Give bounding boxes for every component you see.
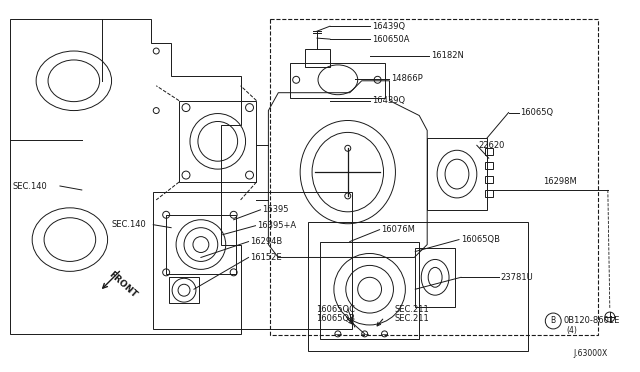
Text: J.63000X: J.63000X (573, 349, 607, 358)
Bar (308, 222, 529, 351)
Text: 16395: 16395 (262, 205, 289, 214)
Text: 23781U: 23781U (500, 273, 533, 282)
Text: 16182N: 16182N (431, 51, 464, 61)
Bar (484, 190, 493, 197)
Text: 16065QC: 16065QC (316, 305, 355, 314)
Bar (484, 162, 493, 169)
Text: 16439Q: 16439Q (372, 22, 404, 31)
Text: FRONT: FRONT (107, 270, 138, 300)
Text: 22620: 22620 (479, 141, 505, 150)
Text: 16065QB: 16065QB (316, 314, 355, 324)
Bar (320, 241, 419, 339)
Text: 16294B: 16294B (250, 237, 283, 246)
Bar (305, 49, 330, 67)
Bar (484, 148, 493, 155)
Text: SEC.140: SEC.140 (111, 220, 147, 229)
Text: 160650A: 160650A (372, 35, 409, 44)
Text: 16395+A: 16395+A (257, 221, 296, 230)
Bar (427, 138, 487, 210)
Bar (179, 101, 257, 182)
Bar (290, 63, 385, 98)
Text: (4): (4) (566, 326, 577, 336)
Bar (484, 176, 493, 183)
Text: B: B (550, 317, 556, 326)
Text: 16298M: 16298M (543, 177, 577, 186)
Text: 16439Q: 16439Q (372, 96, 404, 105)
Bar (153, 192, 352, 329)
Text: 14866P: 14866P (392, 74, 423, 83)
Text: 0B120-8601E: 0B120-8601E (563, 317, 620, 326)
Bar (169, 277, 199, 303)
Text: 16076M: 16076M (381, 225, 415, 234)
Bar (270, 19, 598, 335)
Text: 16152E: 16152E (250, 253, 282, 262)
Bar (415, 247, 455, 307)
Text: SEC.211: SEC.211 (394, 305, 429, 314)
Bar (166, 215, 236, 274)
Text: 16065Q: 16065Q (520, 108, 554, 117)
Text: SEC.211: SEC.211 (394, 314, 429, 324)
Text: SEC.140: SEC.140 (12, 182, 47, 190)
Text: 16065QB: 16065QB (461, 235, 500, 244)
